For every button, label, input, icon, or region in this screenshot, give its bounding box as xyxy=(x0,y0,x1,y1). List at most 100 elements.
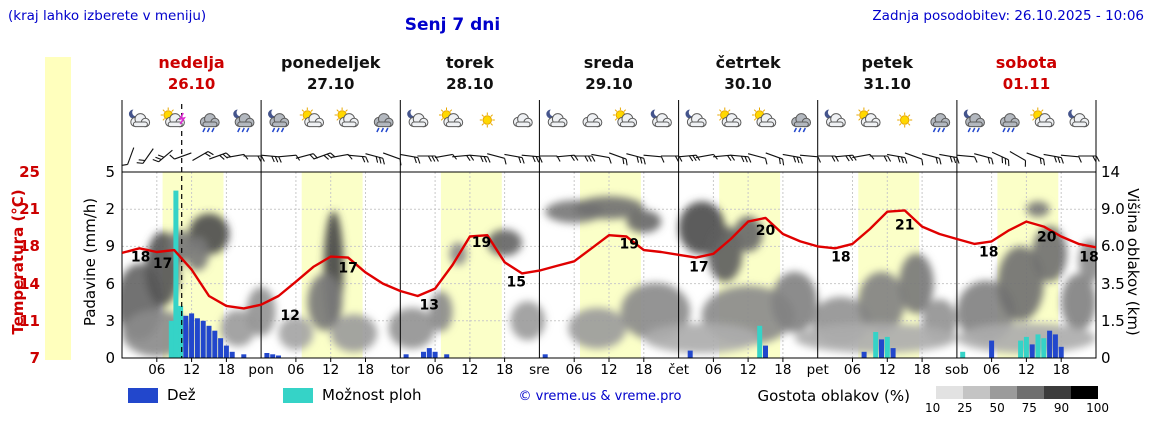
day-separators xyxy=(121,100,1097,358)
x-axis: 06 12 18 06 12 18 06 12 18 06 12 18 06 12 18 06 12 18 06 12… xyxy=(148,358,1070,378)
svg-text:06: 06 xyxy=(287,362,304,378)
svg-text:15: 15 xyxy=(506,275,525,291)
svg-text:12: 12 xyxy=(322,362,339,378)
day-name: torek xyxy=(445,53,494,72)
day-date: 31.10 xyxy=(863,75,911,93)
svg-text:sob: sob xyxy=(945,362,969,378)
svg-text:pet: pet xyxy=(807,362,829,378)
temp-tick: 25 xyxy=(19,163,40,181)
km-tick: 3.5 xyxy=(1101,274,1125,293)
temp-tick: 21 xyxy=(19,200,40,219)
svg-text:12: 12 xyxy=(600,362,617,378)
svg-text:12: 12 xyxy=(461,362,478,378)
svg-text:pon: pon xyxy=(248,362,273,378)
temp-tick: 7 xyxy=(29,349,40,367)
cloud-density-tick-row: 10 25 50 75 90 100 xyxy=(925,401,1109,415)
svg-text:18: 18 xyxy=(635,362,652,378)
svg-text:06: 06 xyxy=(427,362,444,378)
day-header: sreda 29.10 xyxy=(539,53,678,93)
svg-text:12: 12 xyxy=(879,362,896,378)
day-date: 27.10 xyxy=(306,75,355,93)
menu-hint: (kraj lahko izberete v meniju) xyxy=(8,8,207,24)
day-header: ponedeljek 27.10 xyxy=(261,53,400,93)
day-name: petek xyxy=(861,53,913,72)
svg-text:18: 18 xyxy=(774,362,791,378)
day-date: 01.11 xyxy=(1002,75,1051,93)
svg-text:13: 13 xyxy=(420,298,439,314)
temperature-line xyxy=(122,209,1096,310)
svg-text:20: 20 xyxy=(1037,229,1057,245)
day-name: nedelja xyxy=(158,53,225,72)
svg-text:21: 21 xyxy=(895,217,914,233)
svg-text:06: 06 xyxy=(705,362,722,378)
svg-text:06: 06 xyxy=(148,362,165,378)
day-date: 28.10 xyxy=(446,75,494,93)
svg-text:18: 18 xyxy=(131,249,150,265)
day-name: sreda xyxy=(583,53,635,72)
rain-swatch xyxy=(128,387,158,403)
svg-text:17: 17 xyxy=(153,256,172,272)
day-header: četrtek 30.10 xyxy=(679,53,818,93)
svg-text:06: 06 xyxy=(983,362,1000,378)
km-tick: 0 xyxy=(1101,349,1111,367)
density-tick: 50 xyxy=(989,401,1005,415)
svg-text:18: 18 xyxy=(831,249,850,265)
svg-text:06: 06 xyxy=(566,362,583,378)
day-header: sobota 01.11 xyxy=(957,53,1096,93)
cloud-density-gradient xyxy=(936,386,1098,399)
day-date: 30.10 xyxy=(724,75,772,93)
rain-legend: Dež xyxy=(128,386,196,404)
temp-tick: 14 xyxy=(19,274,40,293)
svg-text:12: 12 xyxy=(740,362,757,378)
svg-text:12: 12 xyxy=(183,362,200,378)
density-tick: 100 xyxy=(1086,401,1109,415)
svg-text:18: 18 xyxy=(914,362,931,378)
last-update-label: Zadnja posodobitev: 26.10.2025 - 10:06 xyxy=(872,8,1144,24)
day-date: 29.10 xyxy=(585,75,633,93)
shower-legend-label: Možnost ploh xyxy=(322,386,422,404)
day-header: torek 28.10 xyxy=(400,53,539,93)
density-tick: 25 xyxy=(957,401,973,415)
svg-text:čet: čet xyxy=(668,362,689,378)
rain-legend-label: Dež xyxy=(167,386,196,404)
km-tick: 9.0 xyxy=(1101,200,1125,219)
shower-legend: Možnost ploh xyxy=(283,386,422,404)
precip-bars xyxy=(168,190,1064,358)
svg-text:tor: tor xyxy=(391,362,411,378)
svg-text:18: 18 xyxy=(496,362,513,378)
day-name: četrtek xyxy=(715,53,781,72)
km-tick: 1.5 xyxy=(1101,311,1125,330)
svg-text:06: 06 xyxy=(844,362,861,378)
day-header: nedelja 26.10 xyxy=(122,53,261,93)
svg-text:18: 18 xyxy=(1053,362,1070,378)
temp-tick: 11 xyxy=(19,311,40,330)
temperature-scale-strip xyxy=(45,57,71,360)
day-date: 26.10 xyxy=(167,75,216,93)
km-tick: 6.0 xyxy=(1101,237,1125,256)
svg-text:12: 12 xyxy=(280,308,299,324)
svg-text:18: 18 xyxy=(1079,249,1098,265)
svg-text:20: 20 xyxy=(756,223,776,239)
wind-barbs xyxy=(121,147,1100,167)
precip-tick: 0 xyxy=(105,349,115,367)
precip-tick: 12 xyxy=(104,200,115,219)
svg-text:19: 19 xyxy=(472,235,491,251)
svg-text:19: 19 xyxy=(620,237,639,253)
copyright-link[interactable]: © vreme.us & vreme.pro xyxy=(518,389,682,404)
day-name: ponedeljek xyxy=(280,53,381,72)
km-tick: 14 xyxy=(1101,163,1121,181)
precip-tick: 15 xyxy=(104,163,115,181)
density-tick: 90 xyxy=(1053,401,1070,415)
temp-tick: 18 xyxy=(19,237,40,256)
svg-text:18: 18 xyxy=(979,245,998,261)
svg-text:18: 18 xyxy=(218,362,235,378)
density-tick: 10 xyxy=(925,401,941,415)
svg-text:17: 17 xyxy=(689,260,708,276)
day-name: sobota xyxy=(995,53,1058,72)
page-title: Senj 7 dni xyxy=(404,15,501,35)
weather-icons xyxy=(128,107,1090,133)
cloud-density-label: Gostota oblakov (%) xyxy=(757,387,910,405)
